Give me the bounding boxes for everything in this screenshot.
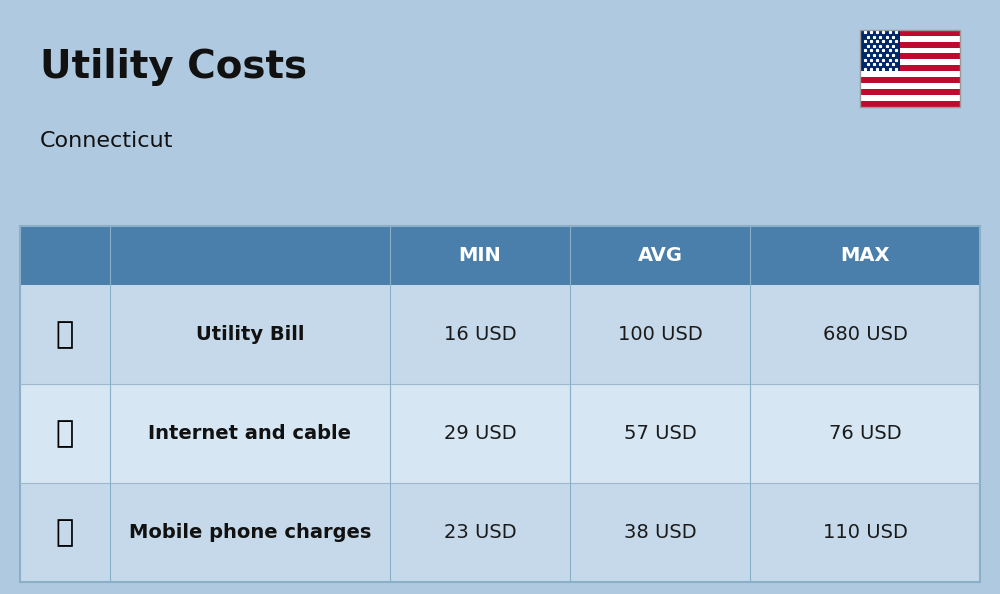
FancyBboxPatch shape — [570, 226, 750, 285]
Text: 100 USD: 100 USD — [618, 325, 702, 344]
Text: 76 USD: 76 USD — [829, 424, 901, 443]
Text: 680 USD: 680 USD — [823, 325, 907, 344]
FancyBboxPatch shape — [860, 95, 960, 101]
FancyBboxPatch shape — [750, 226, 980, 285]
Text: Mobile phone charges: Mobile phone charges — [129, 523, 371, 542]
FancyBboxPatch shape — [750, 483, 980, 582]
FancyBboxPatch shape — [570, 285, 750, 384]
FancyBboxPatch shape — [860, 30, 900, 71]
FancyBboxPatch shape — [860, 65, 960, 71]
Text: 57 USD: 57 USD — [624, 424, 696, 443]
FancyBboxPatch shape — [750, 384, 980, 483]
FancyBboxPatch shape — [860, 83, 960, 89]
FancyBboxPatch shape — [390, 483, 570, 582]
FancyBboxPatch shape — [110, 285, 390, 384]
FancyBboxPatch shape — [860, 53, 960, 59]
FancyBboxPatch shape — [860, 77, 960, 83]
Text: 🔌: 🔌 — [56, 320, 74, 349]
Text: Connecticut: Connecticut — [40, 131, 173, 151]
FancyBboxPatch shape — [20, 384, 110, 483]
FancyBboxPatch shape — [390, 384, 570, 483]
FancyBboxPatch shape — [860, 48, 960, 53]
FancyBboxPatch shape — [860, 71, 960, 77]
FancyBboxPatch shape — [860, 42, 960, 48]
FancyBboxPatch shape — [390, 285, 570, 384]
FancyBboxPatch shape — [860, 36, 960, 42]
Text: MIN: MIN — [459, 246, 501, 265]
FancyBboxPatch shape — [390, 226, 570, 285]
Text: 📶: 📶 — [56, 419, 74, 448]
FancyBboxPatch shape — [20, 483, 110, 582]
Text: Utility Bill: Utility Bill — [196, 325, 304, 344]
FancyBboxPatch shape — [860, 101, 960, 107]
Text: 38 USD: 38 USD — [624, 523, 696, 542]
Text: 23 USD: 23 USD — [444, 523, 516, 542]
Text: MAX: MAX — [840, 246, 890, 265]
Text: Internet and cable: Internet and cable — [148, 424, 352, 443]
FancyBboxPatch shape — [20, 226, 110, 285]
FancyBboxPatch shape — [860, 89, 960, 95]
FancyBboxPatch shape — [110, 384, 390, 483]
Text: AVG: AVG — [638, 246, 682, 265]
Text: 110 USD: 110 USD — [823, 523, 907, 542]
FancyBboxPatch shape — [20, 285, 110, 384]
FancyBboxPatch shape — [860, 30, 960, 36]
Text: Utility Costs: Utility Costs — [40, 48, 307, 86]
FancyBboxPatch shape — [750, 285, 980, 384]
FancyBboxPatch shape — [570, 483, 750, 582]
FancyBboxPatch shape — [110, 226, 390, 285]
FancyBboxPatch shape — [570, 384, 750, 483]
FancyBboxPatch shape — [860, 59, 960, 65]
Text: 📱: 📱 — [56, 518, 74, 547]
Text: 16 USD: 16 USD — [444, 325, 516, 344]
Text: 29 USD: 29 USD — [444, 424, 516, 443]
FancyBboxPatch shape — [110, 483, 390, 582]
